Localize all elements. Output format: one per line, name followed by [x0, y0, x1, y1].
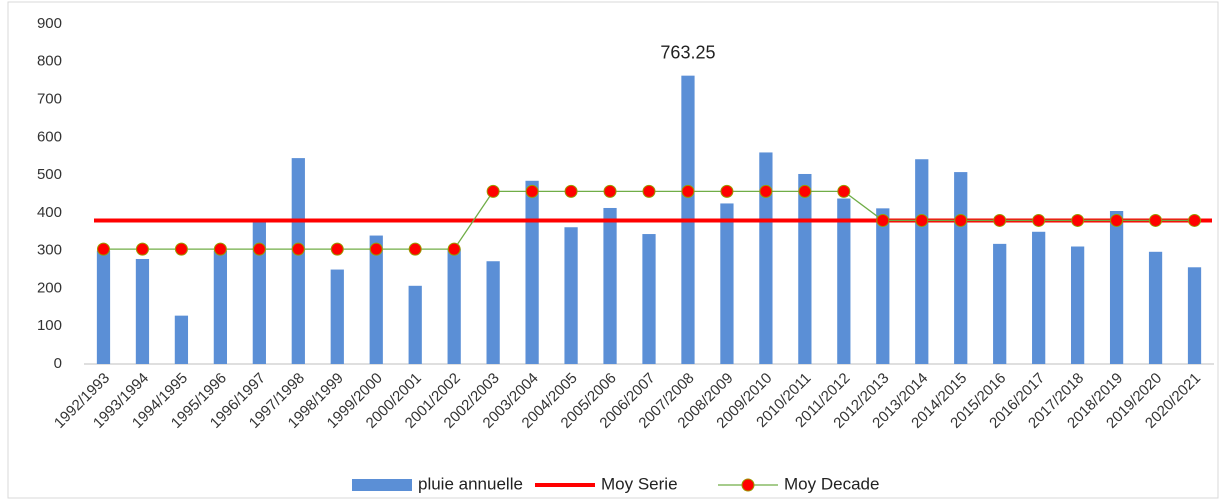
y-tick-label: 0 — [54, 355, 62, 372]
y-tick-label: 300 — [37, 242, 62, 259]
bar — [135, 258, 150, 364]
y-tick-label: 600 — [37, 128, 62, 145]
y-tick-label: 800 — [37, 53, 62, 70]
marker — [642, 184, 656, 198]
marker — [1188, 213, 1202, 227]
marker — [993, 213, 1007, 227]
bar — [1148, 251, 1163, 364]
marker — [525, 184, 539, 198]
bar — [1032, 231, 1046, 364]
bar — [330, 269, 344, 364]
bar — [291, 158, 305, 364]
bar — [837, 198, 851, 364]
bar — [954, 172, 968, 364]
legend-marker — [741, 478, 755, 492]
marker — [915, 213, 929, 227]
y-tick-label: 900 — [37, 15, 62, 32]
bar — [603, 207, 617, 364]
bar — [1070, 246, 1085, 364]
marker — [876, 213, 890, 227]
marker — [486, 184, 500, 198]
marker — [252, 242, 266, 256]
bar — [96, 250, 111, 364]
legend-label: Moy Decade — [784, 474, 879, 493]
legend-swatch — [352, 479, 412, 491]
marker — [369, 242, 383, 256]
y-tick-label: 700 — [37, 91, 62, 108]
marker — [135, 242, 149, 256]
bar — [525, 180, 539, 364]
bar — [369, 235, 383, 364]
bar — [1109, 211, 1124, 364]
marker — [1032, 213, 1046, 227]
bar — [915, 159, 929, 364]
bar — [876, 208, 890, 364]
marker — [720, 184, 734, 198]
bar — [642, 234, 656, 364]
marker — [954, 213, 968, 227]
marker — [1071, 213, 1085, 227]
bar — [486, 261, 500, 364]
bar — [213, 250, 228, 364]
bar — [720, 203, 734, 364]
bar — [447, 248, 461, 364]
y-tick-label: 200 — [37, 279, 62, 296]
bar — [408, 285, 422, 364]
legend-label: Moy Serie — [601, 474, 678, 493]
bar — [174, 315, 189, 364]
bar — [993, 243, 1007, 364]
marker — [447, 242, 461, 256]
marker — [759, 184, 773, 198]
bar — [1187, 267, 1202, 364]
y-tick-label: 500 — [37, 166, 62, 183]
bar — [759, 152, 773, 364]
marker — [1110, 213, 1124, 227]
bar — [798, 173, 812, 364]
marker — [330, 242, 344, 256]
marker — [564, 184, 578, 198]
y-tick-label: 400 — [37, 204, 62, 221]
marker — [408, 242, 422, 256]
marker — [174, 242, 188, 256]
data-label: 763.25 — [660, 42, 715, 62]
bar — [564, 227, 578, 364]
marker — [291, 242, 305, 256]
y-tick-label: 100 — [37, 317, 62, 334]
marker — [603, 184, 617, 198]
marker — [213, 242, 227, 256]
legend-label: pluie annuelle — [418, 474, 523, 493]
marker — [96, 242, 110, 256]
marker — [798, 184, 812, 198]
marker — [837, 184, 851, 198]
marker — [1149, 213, 1163, 227]
bar — [252, 222, 266, 364]
marker — [681, 184, 695, 198]
